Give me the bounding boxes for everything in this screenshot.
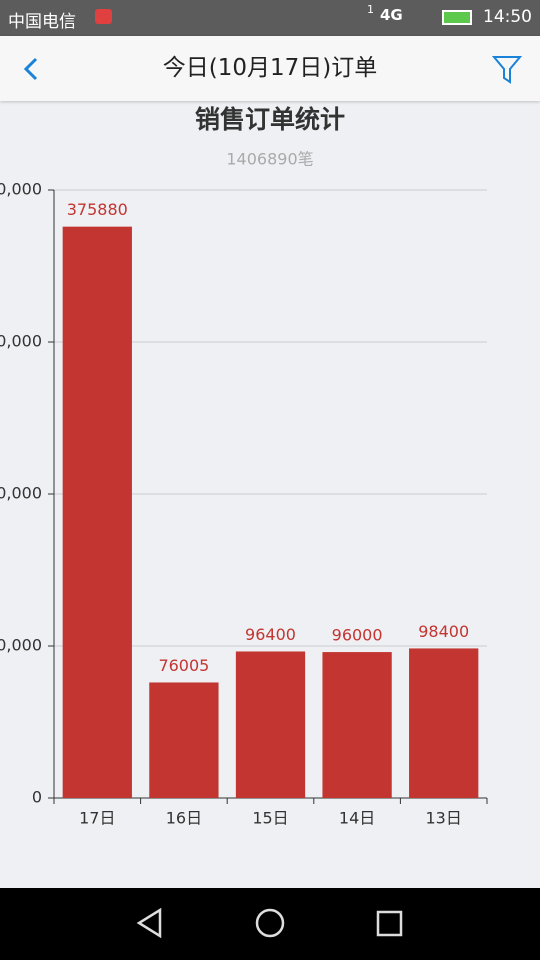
chart-subtitle: 1406890笔 bbox=[226, 150, 313, 169]
sim-slot: 1 bbox=[367, 3, 374, 16]
nav-home[interactable] bbox=[255, 908, 285, 938]
bar bbox=[62, 226, 132, 798]
data-label: 96400 bbox=[245, 625, 296, 644]
y-tick-label: 100,000 bbox=[0, 636, 42, 655]
x-tick-label: 15日 bbox=[252, 809, 288, 828]
carrier: 中国电信 bbox=[8, 12, 76, 32]
nav-back[interactable] bbox=[136, 907, 162, 939]
chart: 销售订单统计 1406890笔 0 100,000 200,000 300,000 40… bbox=[0, 105, 488, 828]
x-tick-label: 14日 bbox=[339, 809, 375, 828]
bar bbox=[235, 651, 306, 798]
data-label: 96000 bbox=[332, 626, 383, 645]
y-tick-label: 0 bbox=[32, 788, 42, 807]
y-tick-label: 300,000 bbox=[0, 332, 42, 351]
bar bbox=[149, 682, 219, 798]
battery bbox=[442, 10, 472, 25]
chart-title: 销售订单统计 bbox=[195, 105, 345, 134]
status-bar: 中国电信 1 4G 14:50 bbox=[0, 0, 540, 36]
y-tick-label: 200,000 bbox=[0, 484, 42, 503]
filter-button[interactable] bbox=[492, 54, 524, 86]
app-icon bbox=[95, 9, 112, 24]
x-tick-label: 13日 bbox=[426, 809, 462, 828]
bar bbox=[322, 652, 392, 798]
y-tick-label: 400,000 bbox=[0, 180, 42, 199]
network: 4G bbox=[380, 6, 403, 24]
data-label: 375880 bbox=[67, 200, 128, 219]
navigation-bar bbox=[0, 888, 540, 960]
x-tick-label: 16日 bbox=[166, 809, 202, 828]
data-label: 98400 bbox=[418, 622, 469, 641]
bar bbox=[409, 648, 479, 798]
back-button[interactable] bbox=[20, 56, 44, 82]
nav-buttons bbox=[136, 907, 403, 939]
app-header: 今日(10月17日)订单 bbox=[0, 36, 540, 101]
time: 14:50 bbox=[483, 7, 532, 27]
nav-recent[interactable] bbox=[376, 910, 403, 937]
page-title: 今日(10月17日)订单 bbox=[162, 55, 378, 81]
data-label: 76005 bbox=[158, 656, 209, 675]
x-tick-label: 17日 bbox=[79, 809, 115, 828]
